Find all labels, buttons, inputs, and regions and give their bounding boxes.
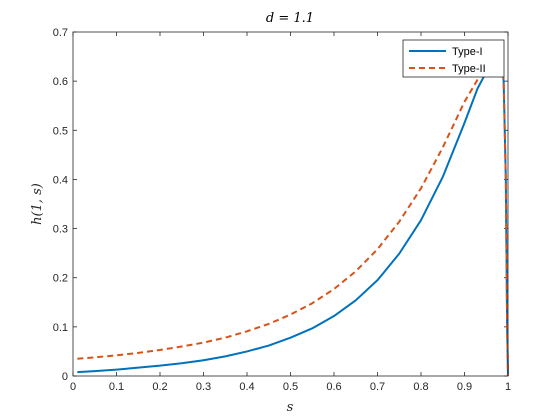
chart-title: d = 1.1 (266, 11, 314, 26)
legend-label-type-ii: Type-II (452, 63, 486, 75)
legend-label-type-i: Type-I (452, 46, 483, 58)
legend-box (402, 39, 505, 78)
x-tick-label: 0.3 (196, 381, 211, 393)
y-tick-label: 0.1 (53, 322, 68, 334)
y-tick-label: 0.3 (53, 224, 68, 236)
x-tick-label: 0.2 (152, 381, 167, 393)
x-tick-label: 0.7 (370, 381, 385, 393)
x-tick-label: 0.1 (109, 381, 124, 393)
x-tick-label: 1 (505, 381, 511, 393)
y-tick-label: 0.7 (53, 27, 68, 39)
axes-frame (72, 31, 509, 377)
y-axis-label: h(1, s) (30, 183, 45, 225)
legend: Type-I Type-II (402, 39, 505, 78)
x-tick-label: 0.9 (457, 381, 472, 393)
plot-area (73, 32, 508, 376)
x-tick-label: 0.5 (283, 381, 298, 393)
x-tick-label: 0.8 (413, 381, 428, 393)
y-tick-label: 0.4 (53, 174, 68, 186)
tick-labels: 0 0.1 0.2 0.3 0.4 0.5 0.6 0.7 0.8 0.9 1 0 0.1 0.2 0.3 0… (53, 27, 511, 393)
y-tick-label: 0.6 (53, 76, 68, 88)
x-tick-label: 0 (70, 381, 76, 393)
y-tick-label: 0 (62, 371, 68, 383)
x-axis-label: s (287, 400, 294, 415)
y-tick-label: 0.2 (53, 273, 68, 285)
x-tick-label: 0.6 (326, 381, 341, 393)
x-tick-label: 0.4 (239, 381, 254, 393)
y-tick-label: 0.5 (53, 125, 68, 137)
